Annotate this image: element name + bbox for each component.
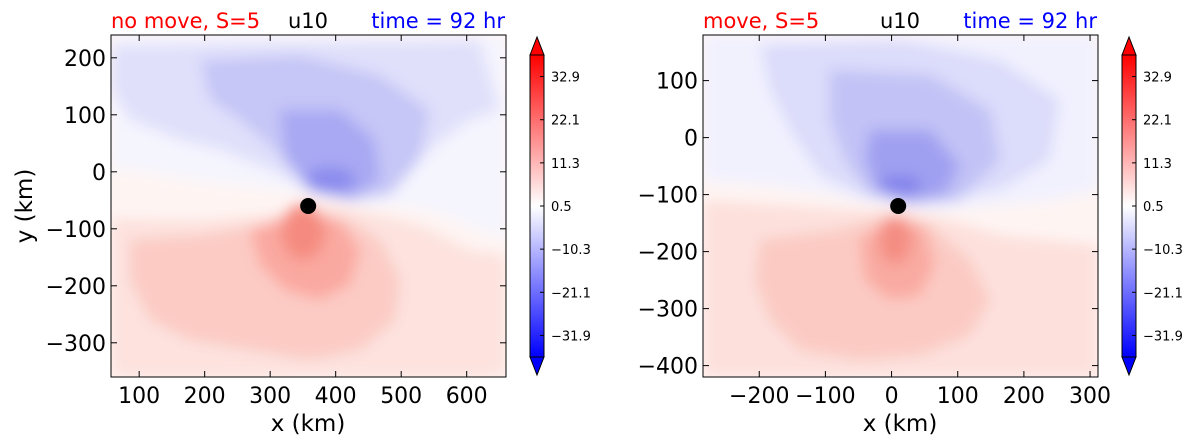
colorbar-tick-label-left: −21.1 <box>551 286 591 301</box>
x-axis-label-left: x (km) <box>271 411 346 437</box>
colorbar-tick-label-right: 0.5 <box>1143 200 1164 215</box>
panel-right: −200 −100 0 100 200 300 1000−100−200−300−400 … <box>638 9 1111 437</box>
heatmap-field-left <box>111 35 506 377</box>
title-right-left: time = 92 hr <box>371 9 505 33</box>
y-tick-label-right: −300 <box>638 298 698 323</box>
colorbar-tick-label-right: 32.9 <box>1143 71 1172 86</box>
colorbar-tick-label-left: 32.9 <box>551 71 580 86</box>
x-tick-label-right: 100 <box>937 384 979 409</box>
x-tick-label-left: 400 <box>315 384 357 409</box>
colorbar-extend-min-left <box>529 356 545 377</box>
title-right-right: time = 92 hr <box>963 9 1097 33</box>
plot-area-right <box>702 34 1099 378</box>
title-left-right: move, S=5 <box>703 9 819 33</box>
x-tick-label-right: 300 <box>1069 384 1111 409</box>
colorbar-tick-label-left: 11.3 <box>551 157 580 172</box>
y-tick-label-right: −400 <box>638 355 698 380</box>
colorbar-tick-label-left: 0.5 <box>551 200 572 215</box>
x-ticks-left: 100 200 300 400 500 600 <box>118 35 488 409</box>
positive-region-core-left <box>281 204 325 260</box>
x-tick-label-left: 100 <box>118 384 160 409</box>
colorbar-tick-label-right: −10.3 <box>1143 243 1183 258</box>
panel-left: 100 200 300 400 500 600 200 100 0 −100 −200 −300 n… <box>12 9 507 437</box>
heatmap-field-right <box>703 35 1098 377</box>
y-ticks-left: 200 100 0 −100 −200 −300 <box>46 47 506 357</box>
x-tick-label-left: 600 <box>446 384 488 409</box>
x-tick-label-right: −200 <box>729 384 789 409</box>
colorbar-tick-label-left: −10.3 <box>551 243 591 258</box>
colorbar-tick-label-left: 22.1 <box>551 114 580 129</box>
title-center-right: u10 <box>880 9 920 33</box>
y-tick-label-right: −200 <box>638 241 698 266</box>
y-tick-label-right: −100 <box>638 184 698 209</box>
x-tick-label-left: 200 <box>184 384 226 409</box>
title-left-left: no move, S=5 <box>111 9 260 33</box>
y-tick-label-left: 0 <box>92 161 106 186</box>
x-tick-label-right: −100 <box>795 384 855 409</box>
x-tick-label-right: 0 <box>885 384 899 409</box>
positive-region-core-right <box>879 216 911 264</box>
plot-area-left <box>110 34 507 378</box>
colorbar-extend-max-right <box>1121 35 1137 56</box>
x-axis-label-right: x (km) <box>863 411 938 437</box>
y-tick-label-left: −200 <box>46 275 106 300</box>
colorbar-tick-label-left: −31.9 <box>551 329 591 344</box>
negative-region-max-right <box>878 175 922 195</box>
y-tick-label-left: 200 <box>64 47 106 72</box>
colorbar-tick-label-right: 11.3 <box>1143 157 1172 172</box>
colorbar-extend-max-left <box>529 35 545 56</box>
y-ticks-right: 100 0 −100 −200 −300 −400 <box>638 70 1098 380</box>
negative-region-max-left <box>305 168 355 192</box>
x-tick-label-left: 300 <box>249 384 291 409</box>
storm-center-marker-right <box>890 198 907 214</box>
storm-center-marker-left <box>300 198 317 214</box>
y-tick-label-left: −100 <box>46 218 106 243</box>
y-tick-label-left: −300 <box>46 332 106 357</box>
colorbar-extend-min-right <box>1121 356 1137 377</box>
x-tick-label-left: 500 <box>380 384 422 409</box>
colorbar-tick-label-right: 22.1 <box>1143 114 1172 129</box>
title-center-left: u10 <box>288 9 328 33</box>
colorbar-tick-label-right: −21.1 <box>1143 286 1183 301</box>
x-ticks-right: −200 −100 0 100 200 300 <box>729 35 1111 409</box>
x-tick-label-right: 200 <box>1003 384 1045 409</box>
colorbar-right: 32.9 22.1 11.3 0.5 −10.3 −21.1 −31.9 <box>1121 35 1183 377</box>
y-tick-label-right: 0 <box>684 127 698 152</box>
y-axis-label-left: y (km) <box>12 169 38 244</box>
colorbar-left: 32.9 22.1 11.3 0.5 −10.3 −21.1 −31.9 <box>529 35 591 377</box>
negative-region-core-left <box>280 110 380 200</box>
colorbar-tick-label-right: −31.9 <box>1143 329 1183 344</box>
y-tick-label-right: 100 <box>656 70 698 95</box>
y-tick-label-left: 100 <box>64 104 106 129</box>
